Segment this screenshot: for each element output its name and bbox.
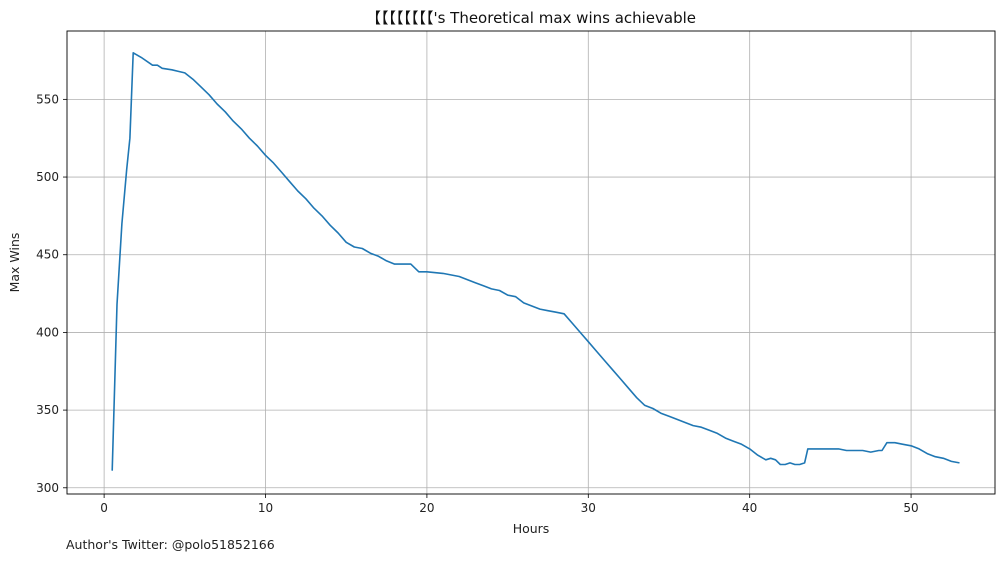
y-axis-ticks: 300 350 400 450 500 550 xyxy=(36,92,67,495)
series-line xyxy=(111,51,960,471)
x-axis-label: Hours xyxy=(513,521,550,536)
series-layer xyxy=(111,51,960,471)
x-tick-label: 50 xyxy=(903,501,918,515)
y-tick-label: 300 xyxy=(36,481,59,495)
x-tick-label: 40 xyxy=(742,501,757,515)
author-footnote: Author's Twitter: @polo51852166 xyxy=(66,537,275,552)
y-tick-label: 550 xyxy=(36,92,59,106)
x-tick-label: 0 xyxy=(100,501,108,515)
y-tick-label: 400 xyxy=(36,325,59,339)
x-axis-ticks: 0 10 20 30 40 50 xyxy=(100,494,919,515)
x-tick-label: 30 xyxy=(581,501,596,515)
chart-title: 【【【【【【【【's Theoretical max wins achievab… xyxy=(366,9,696,27)
y-tick-label: 500 xyxy=(36,170,59,184)
y-axis-label: Max Wins xyxy=(7,233,22,293)
x-tick-label: 20 xyxy=(419,501,434,515)
y-tick-label: 350 xyxy=(36,403,59,417)
plot-frame xyxy=(66,30,996,495)
y-tick-label: 450 xyxy=(36,248,59,262)
x-tick-label: 10 xyxy=(258,501,273,515)
grid-lines xyxy=(67,31,995,494)
